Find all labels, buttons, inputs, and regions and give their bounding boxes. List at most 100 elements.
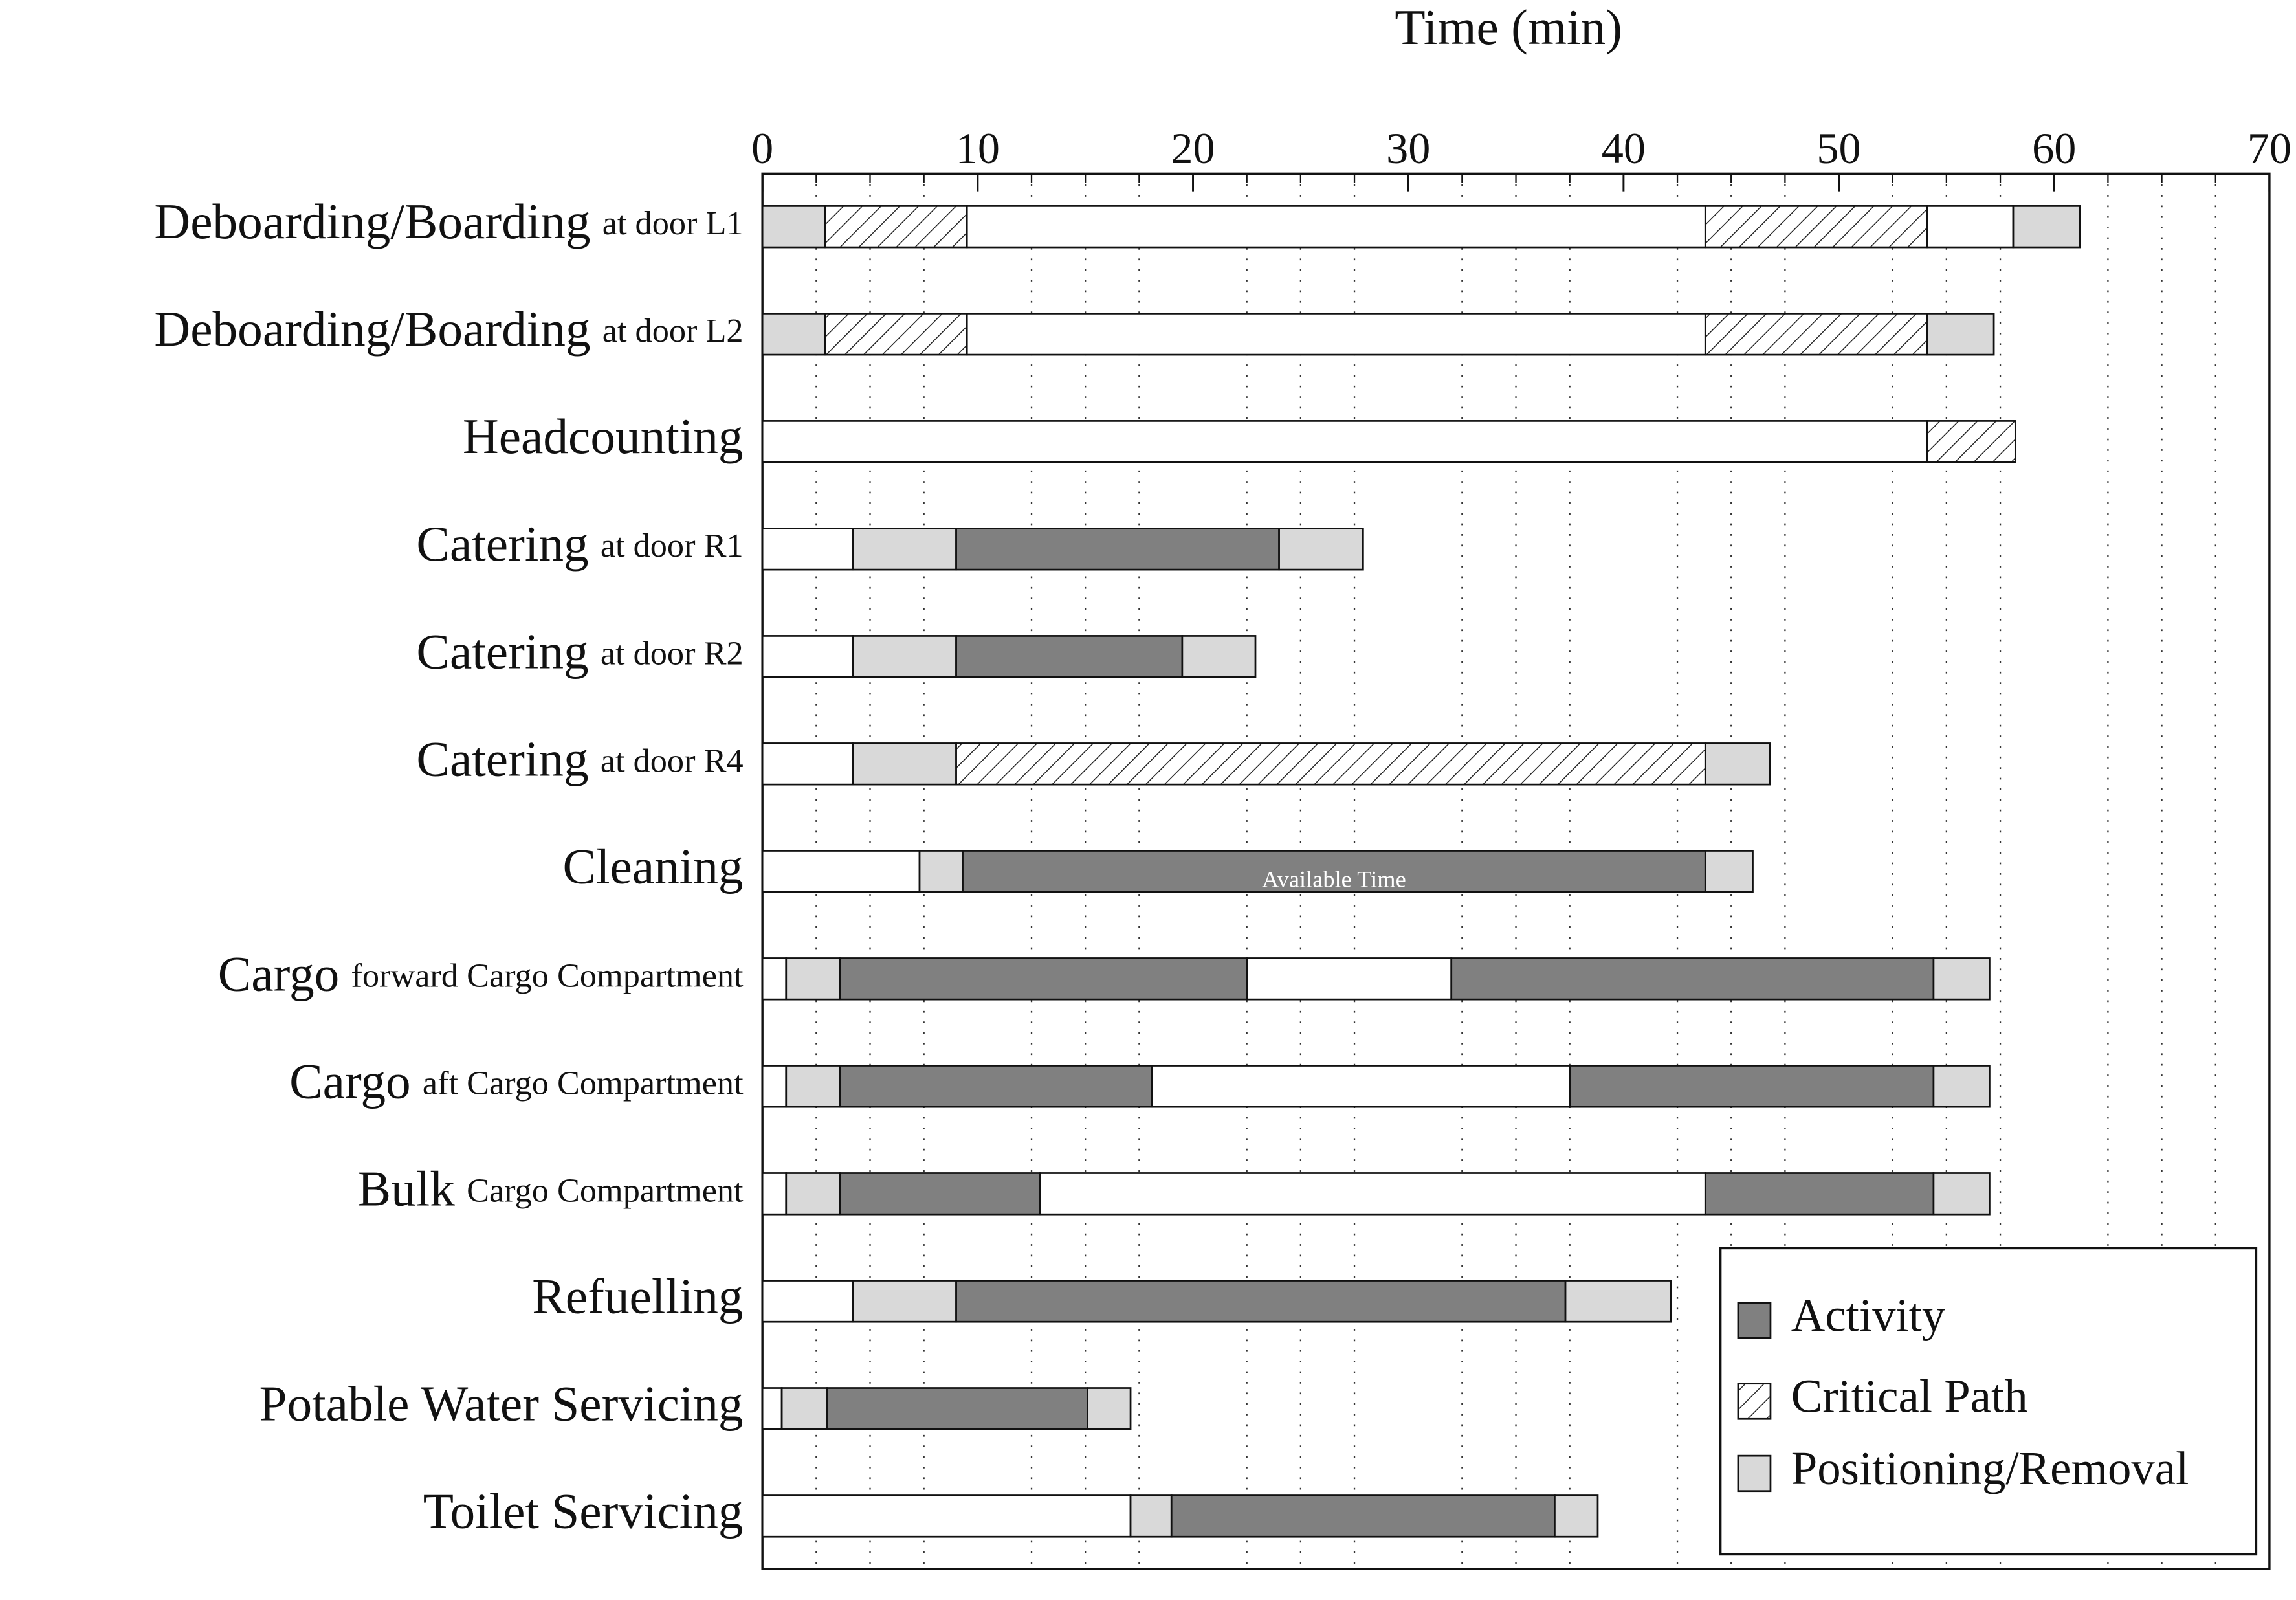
x-tick-label: 50 — [1816, 124, 1860, 173]
bar-segment — [761, 850, 921, 893]
row-detail: at door R2 — [601, 634, 744, 672]
bar-segment — [955, 742, 1706, 786]
bar-segment — [955, 528, 1280, 571]
bar-segment — [761, 1065, 788, 1108]
bar-segment — [966, 205, 1706, 249]
bar-segment — [852, 635, 957, 678]
row-name: Cleaning — [562, 838, 743, 894]
bar-segment — [761, 1280, 854, 1323]
bar-segment — [826, 1387, 1088, 1430]
bar-segment — [785, 957, 841, 1001]
bar-segment — [1246, 957, 1453, 1001]
row-label: Deboarding/Boarding at door L2 — [154, 301, 743, 357]
row-name: Catering — [416, 731, 588, 786]
bar-segment — [1932, 1065, 1991, 1108]
bar-segment — [1569, 1065, 1935, 1108]
bar-segment — [761, 635, 854, 678]
bar-segment — [785, 1065, 841, 1108]
bar-segment — [1926, 420, 2016, 463]
row-detail: at door L2 — [602, 312, 744, 350]
bar-segment — [955, 1280, 1567, 1323]
bar-segment — [761, 1387, 783, 1430]
row-name: Toilet Servicing — [423, 1483, 744, 1539]
row-name: Refuelling — [532, 1268, 743, 1324]
legend-swatch — [1737, 1383, 1772, 1420]
bar-segment — [785, 1172, 841, 1216]
row-name: Cargo — [289, 1053, 411, 1109]
bar-segment — [966, 313, 1706, 356]
row-name: Deboarding/Boarding — [154, 301, 590, 357]
row-label: Catering at door R1 — [416, 516, 743, 572]
row-label: Cargo aft Cargo Compartment — [289, 1053, 744, 1109]
row-label: Deboarding/Boarding at door L1 — [154, 194, 743, 249]
row-name: Cargo — [218, 946, 340, 1001]
row-label: Potable Water Servicing — [259, 1375, 743, 1431]
x-tick-label: 0 — [751, 124, 773, 173]
bar-segment — [824, 205, 968, 249]
bar-segment — [1704, 313, 1928, 356]
bar-segment — [839, 1172, 1041, 1216]
bar-segment — [839, 1065, 1153, 1108]
bar-segment — [1170, 1494, 1556, 1538]
bar-segment — [761, 1494, 1132, 1538]
bar-segment — [761, 1172, 788, 1216]
bar-segment — [1450, 957, 1935, 1001]
bar-segment — [1039, 1172, 1706, 1216]
bar-segment — [1704, 850, 1754, 893]
x-tick-label: 10 — [956, 124, 1000, 173]
bar-segment — [1087, 1387, 1132, 1430]
segment-label: Available Time — [1262, 867, 1406, 893]
bar-segment — [962, 850, 1706, 893]
bar-segment — [852, 1280, 957, 1323]
bar-segment — [1932, 957, 1991, 1001]
bar-segment — [761, 528, 854, 571]
bar-segment — [761, 957, 788, 1001]
x-tick-label: 20 — [1171, 124, 1215, 173]
bar-segment — [761, 205, 826, 249]
bar-segment — [1554, 1494, 1599, 1538]
bar-segment — [1926, 205, 2015, 249]
row-label: Catering at door R2 — [416, 623, 743, 679]
bar-segment — [2012, 205, 2081, 249]
legend-box — [1719, 1247, 2258, 1556]
row-detail: forward Cargo Compartment — [351, 957, 744, 994]
x-axis-title: Time (min) — [1395, 0, 1622, 55]
bar-segment — [1181, 635, 1257, 678]
row-name: Potable Water Servicing — [259, 1375, 743, 1431]
row-label: Headcounting — [463, 408, 744, 464]
bar-segment — [824, 313, 968, 356]
bar-segment — [1704, 205, 1928, 249]
row-detail: at door R1 — [601, 527, 744, 564]
row-label: Cargo forward Cargo Compartment — [218, 946, 744, 1001]
bar-segment — [761, 420, 1928, 463]
bar-segment — [1704, 742, 1771, 786]
bar-segment — [839, 957, 1248, 1001]
bar-segment — [955, 635, 1184, 678]
row-detail: at door L1 — [602, 205, 744, 242]
row-name: Deboarding/Boarding — [154, 194, 590, 249]
row-name: Headcounting — [463, 408, 744, 464]
bar-segment — [852, 528, 957, 571]
legend-label: Critical Path — [1791, 1370, 2028, 1423]
bar-segment — [852, 742, 957, 786]
row-label: Bulk Cargo Compartment — [358, 1161, 744, 1216]
bar-segment — [1151, 1065, 1571, 1108]
row-label: Cleaning — [562, 838, 743, 894]
row-detail: aft Cargo Compartment — [423, 1064, 744, 1102]
row-label: Toilet Servicing — [423, 1483, 744, 1539]
x-tick-label: 60 — [2032, 124, 2076, 173]
legend-label: Positioning/Removal — [1791, 1442, 2189, 1494]
row-name: Catering — [416, 516, 588, 572]
bar-segment — [761, 313, 826, 356]
bar-segment — [1704, 1172, 1935, 1216]
bar-segment — [1278, 528, 1364, 571]
bar-segment — [1129, 1494, 1173, 1538]
legend-swatch — [1737, 1454, 1772, 1493]
row-name: Bulk — [358, 1161, 456, 1216]
bar-segment — [761, 742, 854, 786]
row-detail: at door R4 — [601, 742, 744, 779]
bar-segment — [1564, 1280, 1672, 1323]
row-label: Refuelling — [532, 1268, 743, 1324]
